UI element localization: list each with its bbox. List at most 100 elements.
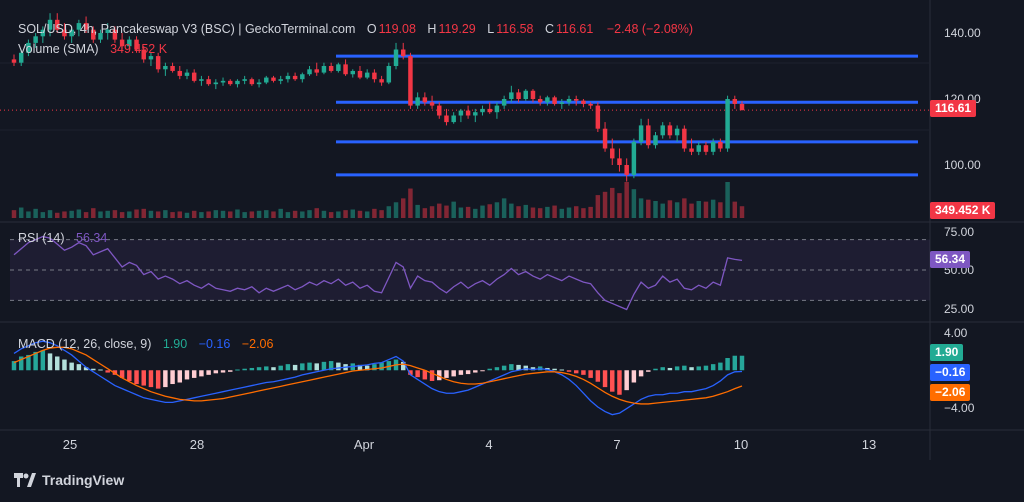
volume-value: 349.452 K bbox=[110, 42, 168, 56]
volume-bar bbox=[653, 200, 658, 218]
macd-histogram-bar bbox=[98, 369, 103, 371]
volume-bar bbox=[537, 208, 543, 218]
macd-histogram-bar bbox=[458, 370, 464, 375]
macd-histogram-bar bbox=[47, 353, 53, 371]
macd-histogram-bar bbox=[710, 364, 716, 371]
candle-body bbox=[206, 79, 211, 85]
macd-histogram-bar bbox=[119, 370, 125, 378]
macd-histogram-bar bbox=[83, 367, 89, 371]
macd-histogram-bar bbox=[228, 370, 233, 372]
volume-bar bbox=[47, 210, 53, 218]
macd-histogram-bar bbox=[689, 367, 694, 371]
volume-bar bbox=[386, 206, 392, 218]
volume-bar bbox=[588, 206, 593, 218]
macd-signal-line bbox=[13, 346, 743, 405]
macd-histogram-bar bbox=[155, 370, 161, 389]
macd-label: MACD (12, 26, close, 9) bbox=[18, 337, 152, 351]
macd-histogram-bar bbox=[437, 370, 442, 381]
macd-histogram-bar bbox=[213, 370, 219, 374]
macd-histogram-bar bbox=[682, 365, 687, 371]
candle-body bbox=[415, 97, 420, 106]
volume-bar bbox=[69, 210, 74, 218]
macd-histogram-bar bbox=[581, 370, 586, 375]
macd-histogram-bar bbox=[739, 355, 745, 371]
volume-bar bbox=[220, 210, 226, 218]
macd-histogram-bar bbox=[667, 367, 673, 371]
symbol-title: SOL/USD, 4h, Pancakeswap V3 (BSC) | Geck… bbox=[18, 22, 356, 36]
macd-histogram-bar bbox=[372, 364, 377, 371]
date-tick: 7 bbox=[613, 437, 621, 452]
candle-body bbox=[249, 79, 255, 85]
low-label: L bbox=[487, 22, 495, 36]
volume-bar bbox=[602, 191, 608, 218]
macd-histogram-bar bbox=[559, 369, 565, 371]
macd-histogram-bar bbox=[177, 370, 183, 383]
volume-bar bbox=[300, 211, 305, 218]
macd-histogram-bar bbox=[163, 370, 168, 388]
volume-bar bbox=[725, 182, 730, 218]
candle-body bbox=[682, 128, 687, 149]
candle-body bbox=[458, 110, 464, 116]
candle-body bbox=[703, 145, 709, 152]
volume-bar bbox=[256, 210, 262, 218]
candle-body bbox=[573, 99, 579, 101]
volume-bar bbox=[617, 193, 622, 218]
candle-body bbox=[235, 80, 240, 85]
volume-bar bbox=[494, 202, 500, 218]
macd-histogram-bar bbox=[191, 370, 197, 378]
candle-body bbox=[638, 125, 644, 142]
macd-histogram-bar bbox=[300, 363, 305, 371]
candle-body bbox=[170, 66, 175, 71]
macd-histogram-bar bbox=[509, 364, 514, 371]
candle-body bbox=[667, 125, 673, 136]
volume-bar bbox=[465, 206, 471, 218]
candle-body bbox=[191, 72, 197, 81]
macd-histogram-bar bbox=[328, 361, 334, 371]
candle-body bbox=[465, 110, 471, 116]
volume-bar bbox=[408, 188, 413, 218]
macd-histogram-bar bbox=[249, 367, 255, 371]
volume-bar bbox=[523, 204, 528, 218]
macd-histogram-bar bbox=[199, 370, 204, 377]
candle-body bbox=[307, 69, 312, 75]
macd-histogram-bar bbox=[55, 356, 60, 371]
macd-tick: 4.00 bbox=[944, 326, 968, 340]
candle-body bbox=[127, 39, 132, 47]
candle-body bbox=[141, 49, 146, 60]
macd-histogram-bar bbox=[487, 368, 492, 371]
volume-bar bbox=[26, 211, 31, 218]
volume-bar bbox=[696, 200, 701, 218]
volume-bar bbox=[364, 211, 370, 218]
volume-bar bbox=[314, 208, 319, 218]
tradingview-logo[interactable]: TradingView bbox=[14, 472, 124, 488]
candle-body bbox=[26, 42, 31, 53]
candle-body bbox=[256, 82, 262, 85]
candle-body bbox=[429, 102, 435, 106]
candle-body bbox=[732, 99, 738, 104]
volume-badge: 349.452 K bbox=[930, 202, 996, 219]
volume-bar bbox=[33, 208, 38, 218]
candle-body bbox=[300, 74, 305, 80]
macd-histogram-bar bbox=[336, 362, 341, 371]
candle-body bbox=[487, 108, 492, 113]
macd-histogram-bar bbox=[127, 370, 132, 381]
date-tick: Apr bbox=[353, 437, 375, 452]
macd-histogram-bar bbox=[566, 370, 572, 372]
volume-bar bbox=[559, 208, 565, 218]
macd-histogram-bar bbox=[69, 362, 74, 371]
volume-bar bbox=[148, 210, 154, 218]
volume-bar bbox=[264, 210, 269, 218]
volume-bar bbox=[487, 204, 492, 218]
candle-body bbox=[581, 100, 586, 104]
volume-bar bbox=[357, 210, 363, 218]
open-value: 119.08 bbox=[378, 22, 416, 36]
candle-body bbox=[76, 23, 82, 30]
volume-bar bbox=[415, 204, 420, 218]
macd-hist-badge: 1.90 bbox=[930, 344, 964, 361]
low-value: 116.58 bbox=[496, 22, 534, 36]
candle-body bbox=[177, 70, 183, 76]
change-value: −2.48 (−2.08%) bbox=[606, 22, 693, 36]
volume-bar bbox=[163, 210, 168, 218]
